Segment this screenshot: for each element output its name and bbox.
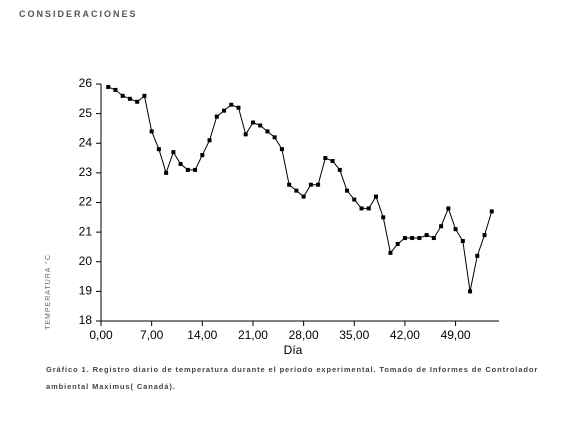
marker — [352, 197, 357, 202]
marker — [149, 129, 154, 134]
marker — [424, 233, 429, 238]
marker — [185, 167, 190, 172]
marker — [272, 135, 277, 140]
x-axis-label: Día — [284, 343, 303, 357]
marker — [214, 114, 219, 119]
marker — [446, 206, 451, 211]
y-tick-label: 22 — [79, 195, 93, 209]
marker — [359, 206, 364, 211]
marker — [453, 227, 458, 232]
y-axis-label: TEMPERATURA °C — [44, 254, 52, 330]
marker — [366, 206, 371, 211]
marker — [243, 132, 248, 137]
x-tick-label: 35,00 — [339, 328, 369, 342]
marker — [127, 96, 132, 101]
marker — [402, 236, 407, 241]
y-tick-label: 25 — [79, 106, 93, 120]
chart: Día TEMPERATURA °C 18 19 20 21 22 23 24 25 26 0,0… — [44, 76, 499, 357]
marker — [395, 241, 400, 246]
temperature-line — [108, 86, 493, 292]
marker — [417, 236, 422, 241]
marker — [345, 188, 350, 193]
marker — [142, 93, 147, 98]
marker — [439, 224, 444, 229]
marker — [460, 239, 465, 244]
marker — [308, 182, 313, 187]
marker — [475, 253, 480, 258]
marker — [120, 93, 125, 98]
marker — [337, 167, 342, 172]
marker — [468, 289, 473, 294]
x-tick-label: 21,00 — [238, 328, 268, 342]
marker — [323, 156, 328, 161]
marker — [193, 167, 198, 172]
marker — [330, 159, 335, 164]
marker — [388, 250, 393, 255]
x-tick-label: 28,00 — [289, 328, 319, 342]
marker — [178, 161, 183, 166]
marker — [316, 182, 321, 187]
y-tick-label: 23 — [79, 165, 93, 179]
y-tick-label: 19 — [79, 284, 93, 298]
marker — [156, 147, 161, 152]
y-tick-label: 24 — [79, 135, 93, 149]
marker — [489, 209, 494, 214]
marker — [258, 123, 263, 128]
header-title: CONSIDERACIONES — [19, 9, 138, 19]
marker — [373, 194, 378, 199]
marker — [236, 105, 241, 110]
marker — [135, 99, 140, 104]
marker — [265, 129, 270, 134]
marker — [171, 150, 176, 155]
y-tick-label: 18 — [79, 313, 93, 327]
marker — [250, 120, 255, 125]
x-tick-label: 7,00 — [140, 328, 164, 342]
marker — [431, 236, 436, 241]
marker — [113, 87, 118, 92]
marker — [381, 215, 386, 220]
caption: Gráfico 1. Registro diario de temperatur… — [46, 365, 539, 391]
y-tick-label: 26 — [79, 76, 93, 90]
marker — [410, 236, 415, 241]
marker — [106, 84, 111, 89]
marker — [482, 233, 487, 238]
marker — [164, 170, 169, 175]
marker — [279, 147, 284, 152]
marker — [301, 194, 306, 199]
y-tick-label: 21 — [79, 224, 93, 238]
x-tick-label: 42,00 — [390, 328, 420, 342]
marker — [229, 102, 234, 107]
marker — [207, 138, 212, 143]
marker — [222, 108, 227, 113]
x-tick-label: 49,00 — [441, 328, 471, 342]
marker — [294, 188, 299, 193]
marker — [200, 153, 205, 158]
x-tick-label: 14,00 — [187, 328, 217, 342]
marker — [287, 182, 292, 187]
x-tick-label: 0,00 — [89, 328, 113, 342]
y-tick-label: 20 — [79, 254, 93, 268]
